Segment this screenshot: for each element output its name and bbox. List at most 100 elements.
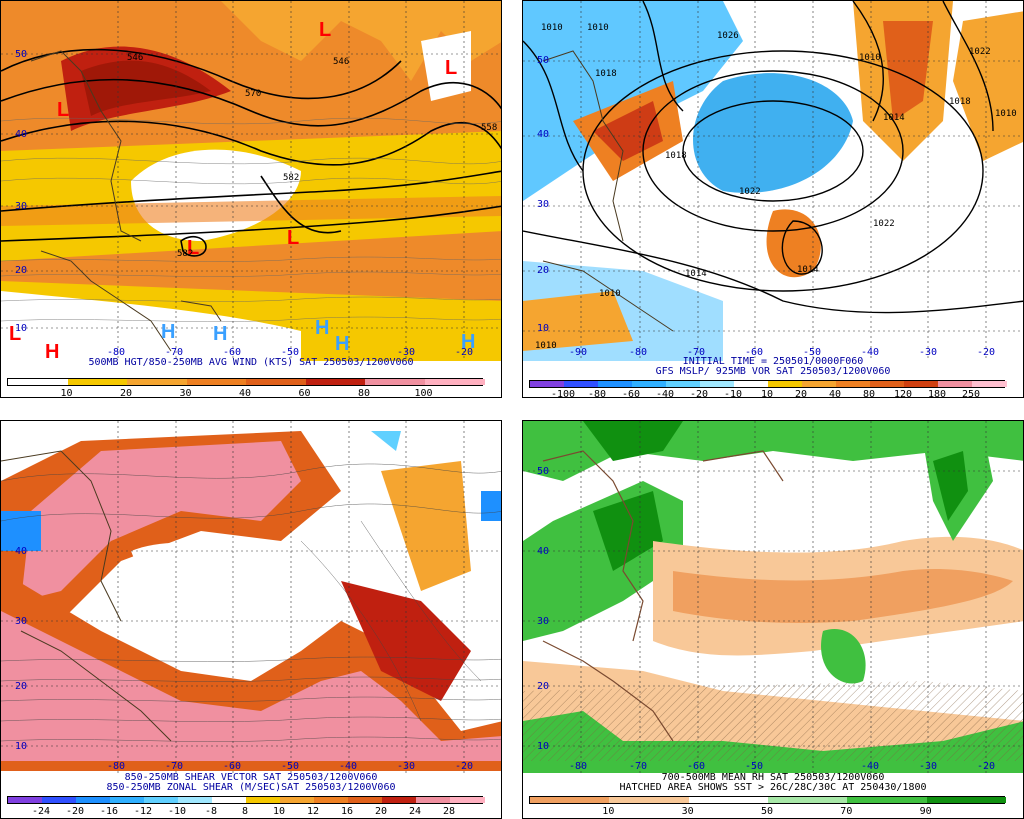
longitude-label: -30 [919, 347, 938, 358]
latitude-label: 30 [537, 199, 550, 210]
isobar-label: 1022 [739, 187, 761, 197]
isobar-label: 1014 [883, 113, 905, 123]
color-scale-segment [609, 797, 690, 803]
color-scale-tick-label: 30 [681, 806, 694, 817]
longitude-label: -80 [629, 347, 648, 358]
color-scale-tick-label: 120 [893, 389, 913, 398]
isobar-label: 1018 [595, 69, 617, 79]
latitude-label: 30 [537, 616, 550, 627]
color-scale-tick-label: 10 [760, 389, 774, 398]
color-scale-bar [529, 796, 1007, 804]
longitude-label: -50 [803, 347, 822, 358]
color-scale-tick-label: 50 [760, 806, 774, 817]
isobar-label: 1018 [949, 97, 971, 107]
color-scale-segment [688, 797, 769, 803]
color-scale-segment [734, 381, 769, 387]
map-500mb-height-wind [1, 1, 501, 361]
panel-relative-humidity: 50 40 30 20 10 -80 -70 -60 -50 -40 -30 -… [522, 420, 1024, 819]
isobar-label: 1014 [685, 269, 707, 279]
low-pressure-marker: L [319, 19, 332, 41]
color-scale-segment [348, 797, 383, 803]
color-scale-tick-label: -80 [587, 389, 607, 398]
contour-label: 582 [283, 173, 300, 183]
color-scale-tick-label: 8 [241, 806, 249, 817]
isobar-label: 1010 [599, 289, 621, 299]
isobar-label: 1022 [873, 219, 895, 229]
latitude-label: 30 [15, 201, 28, 212]
color-scale-segment [127, 379, 187, 385]
color-scale-tick-label: 80 [862, 389, 876, 398]
color-scale-tick-label: 30 [179, 388, 192, 398]
low-pressure-marker: L [57, 99, 70, 121]
longitude-label: -90 [569, 347, 588, 358]
isobar-label: 1018 [665, 151, 687, 161]
color-scale-segment [305, 379, 366, 385]
latitude-label: 10 [537, 323, 550, 334]
panel-caption: 500MB HGT/850-250MB AVG WIND (KTS) SAT 2… [88, 357, 414, 368]
panel-caption: 700-500MB MEAN RH SAT 250503/1200V060 [661, 772, 885, 783]
longitude-label: -50 [281, 347, 300, 358]
panel-caption: GFS MSLP/ 925MB VOR SAT 250503/1200V060 [655, 366, 891, 377]
color-scale-segment [416, 797, 451, 803]
isobar-label: 1010 [587, 23, 609, 33]
color-scale-tick-label: -60 [621, 389, 641, 398]
longitude-label: -20 [977, 761, 996, 772]
color-scale-tick-label: 20 [119, 388, 133, 398]
longitude-label: -70 [165, 347, 184, 358]
color-scale-segment [314, 797, 349, 803]
color-scale-segment [382, 797, 417, 803]
isobar-label: 1022 [969, 47, 991, 57]
panel-caption: 850-250MB SHEAR VECTOR SAT 250503/1200V0… [124, 772, 378, 783]
contour-label: 546 [127, 53, 144, 63]
latitude-label: 20 [537, 681, 550, 692]
color-scale-ticks: -24 -20 -16 -12 -10 -8 8 10 12 16 20 24 28 [7, 806, 483, 817]
color-scale-segment [42, 797, 77, 803]
latitude-label: 20 [15, 681, 28, 692]
color-scale-segment [836, 381, 871, 387]
color-scale-tick-label: 80 [357, 388, 371, 398]
isobar-label: 1010 [541, 23, 563, 33]
latitude-label: 30 [15, 616, 28, 627]
color-scale-tick-label: 12 [306, 806, 320, 817]
color-scale-tick-label: 10 [60, 388, 73, 398]
color-scale-segment [186, 379, 247, 385]
color-scale-segment [76, 797, 111, 803]
latitude-label: 40 [15, 129, 28, 140]
color-scale-tick-label: 16 [340, 806, 354, 817]
contour-label: 570 [245, 89, 262, 99]
color-scale-tick-label: -12 [133, 806, 153, 817]
low-pressure-marker: L [9, 323, 22, 345]
color-scale-tick-label: 180 [927, 389, 947, 398]
color-scale-tick-label: 70 [840, 806, 853, 817]
latitude-label: 40 [537, 546, 550, 557]
latitude-label: 50 [537, 55, 550, 66]
color-scale-segment [700, 381, 735, 387]
isobar-label: 1010 [535, 341, 557, 351]
map-mslp-vorticity [523, 1, 1023, 361]
color-scale-segment [530, 797, 610, 803]
color-scale-ticks: 10 30 50 70 90 [529, 806, 1005, 817]
panel-caption-secondary: 850-250MB ZONAL SHEAR (M/SEC)SAT 250503/… [106, 782, 396, 793]
color-scale-tick-label: 10 [272, 806, 286, 817]
color-scale-tick-label: 28 [442, 806, 456, 817]
high-pressure-marker: H [335, 333, 350, 355]
longitude-label: -70 [629, 761, 648, 772]
color-scale-tick-label: 250 [961, 389, 981, 398]
color-scale-segment [666, 381, 701, 387]
map-shear [1, 421, 501, 773]
color-scale-segment [904, 381, 939, 387]
color-scale-segment [564, 381, 599, 387]
low-pressure-marker: L [187, 237, 200, 259]
longitude-label: -50 [745, 761, 764, 772]
color-scale-segment [926, 797, 1007, 803]
color-scale-tick-label: -16 [99, 806, 119, 817]
longitude-label: -40 [861, 347, 880, 358]
high-pressure-marker: H [45, 341, 60, 363]
color-scale-segment [8, 797, 43, 803]
isobar-label: 1014 [797, 265, 819, 275]
color-scale-segment [212, 797, 247, 803]
isobar-label: 1010 [859, 53, 881, 63]
latitude-label: 50 [15, 49, 28, 60]
latitude-label: 40 [537, 129, 550, 140]
color-scale-tick-label: -20 [65, 806, 85, 817]
